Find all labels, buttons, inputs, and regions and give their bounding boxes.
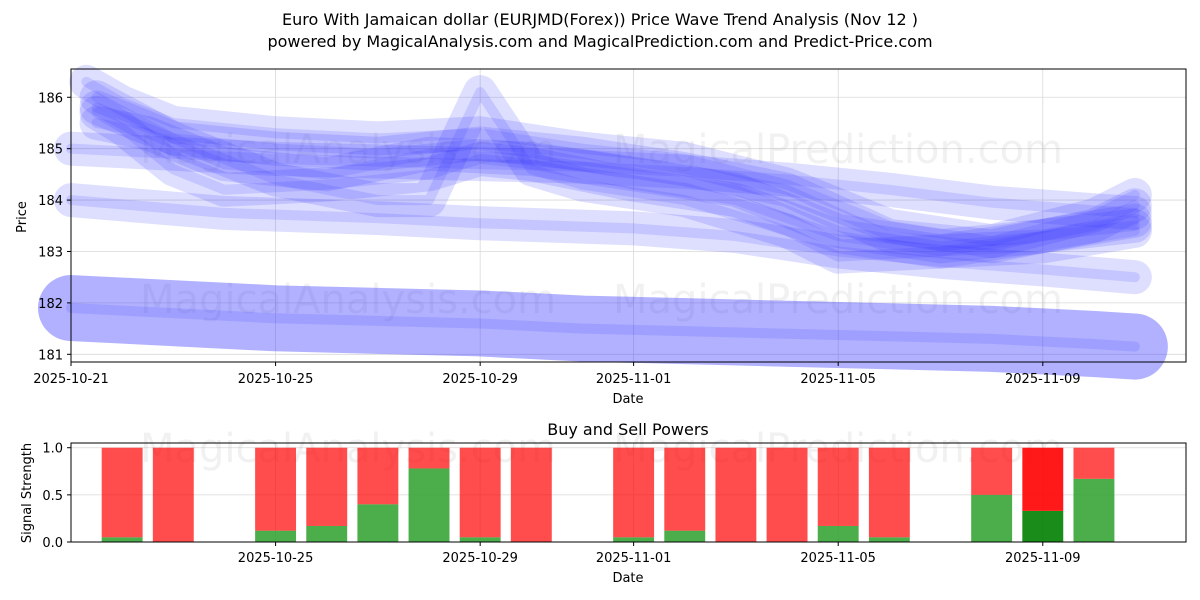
bottom-y-tick-label: 1.0 bbox=[42, 442, 63, 457]
sell-power-bar bbox=[817, 447, 859, 526]
bottom-x-tick-label: 2025-11-05 bbox=[800, 551, 876, 566]
sell-power-bar bbox=[255, 447, 297, 531]
watermark-analysis-mid: MagicalAnalysis.com bbox=[140, 277, 556, 323]
watermark-prediction-mid: MagicalPrediction.com bbox=[613, 277, 1063, 323]
watermark-analysis-top: MagicalAnalysis.com bbox=[140, 127, 556, 173]
buy-sell-bars bbox=[101, 447, 1115, 542]
sell-power-bar bbox=[1073, 447, 1115, 479]
sell-power-bar bbox=[408, 447, 450, 469]
wave-band-wave-g bbox=[38, 275, 1168, 380]
buy-power-bar bbox=[664, 530, 706, 542]
bottom-plot-frame bbox=[70, 442, 1187, 543]
buy-power-bar bbox=[817, 525, 859, 542]
top-plot-frame bbox=[70, 68, 1187, 363]
bottom-x-tick-label: 2025-11-01 bbox=[596, 551, 672, 566]
buy-power-bar bbox=[101, 537, 143, 542]
wave-core-wave-f bbox=[91, 87, 1140, 262]
wave-core-wave-a bbox=[66, 195, 1140, 283]
wave-band-wave-a bbox=[54, 183, 1152, 295]
wave-core-wave-c bbox=[91, 107, 1140, 257]
sell-power-bar bbox=[306, 447, 348, 526]
wave-band-wave-b bbox=[54, 131, 1152, 230]
bottom-y-axis-label: Signal Strength bbox=[20, 443, 35, 543]
wave-band-wave-c bbox=[79, 95, 1152, 269]
wave-band-wave-f bbox=[79, 75, 1152, 274]
chart-title-line1: Euro With Jamaican dollar (EURJMD(Forex)… bbox=[282, 10, 918, 29]
sell-power-bar bbox=[868, 447, 910, 538]
top-x-tick-label: 2025-10-29 bbox=[442, 372, 518, 387]
sell-power-bar bbox=[357, 447, 399, 505]
top-y-tick-label: 184 bbox=[38, 194, 63, 209]
bottom-y-axis-ticks: 0.0 0.5 1.0 bbox=[42, 442, 71, 551]
buy-power-bar bbox=[459, 537, 501, 542]
sell-power-bar bbox=[971, 447, 1013, 495]
chart-title-line2: powered by MagicalAnalysis.com and Magic… bbox=[267, 32, 932, 51]
buy-power-bar bbox=[868, 537, 910, 542]
sell-power-bar bbox=[101, 447, 143, 538]
top-gridlines bbox=[70, 69, 1186, 362]
sell-power-bar bbox=[664, 447, 706, 531]
sell-power-bar bbox=[459, 447, 501, 538]
top-y-tick-label: 182 bbox=[38, 297, 63, 312]
bottom-x-axis-label: Date bbox=[612, 571, 643, 586]
wave-core-wave-e bbox=[91, 117, 1140, 252]
top-y-tick-label: 185 bbox=[38, 143, 63, 158]
wave-core-wave-h bbox=[81, 76, 1140, 247]
buy-power-bar bbox=[306, 525, 348, 542]
price-wave-series bbox=[38, 64, 1168, 380]
sell-power-bar bbox=[152, 447, 194, 542]
top-y-axis-ticks: 181 182 183 184 185 186 bbox=[38, 91, 71, 363]
bottom-x-tick-label: 2025-10-29 bbox=[442, 551, 518, 566]
bottom-x-tick-label: 2025-11-09 bbox=[1005, 551, 1081, 566]
wave-core-wave-g bbox=[66, 303, 1140, 352]
buy-power-bar bbox=[255, 530, 297, 542]
buy-power-bar bbox=[357, 504, 399, 542]
buy-power-bar bbox=[408, 468, 450, 542]
top-y-axis-label: Price bbox=[15, 201, 30, 233]
buy-power-bar bbox=[613, 537, 655, 542]
sell-power-bar bbox=[766, 447, 808, 542]
wave-band-wave-d bbox=[79, 90, 1152, 264]
watermark-prediction-top: MagicalPrediction.com bbox=[613, 127, 1063, 173]
top-y-tick-label: 183 bbox=[38, 245, 63, 260]
top-y-tick-label: 181 bbox=[38, 348, 63, 363]
bottom-chart-title: Buy and Sell Powers bbox=[547, 420, 709, 439]
buy-sell-panel: Buy and Sell Powers MagicalAnalysis.com … bbox=[20, 420, 1187, 586]
sell-power-bar bbox=[613, 447, 655, 538]
sell-power-bar bbox=[510, 447, 552, 542]
bottom-x-axis-ticks: 2025-10-25 2025-10-29 2025-11-01 2025-11-05… bbox=[238, 542, 1081, 566]
buy-power-bar bbox=[1073, 478, 1115, 542]
wave-core-wave-b bbox=[66, 143, 1140, 218]
buy-power-bar bbox=[1022, 510, 1064, 542]
bottom-y-tick-label: 0.0 bbox=[42, 536, 63, 551]
top-x-tick-label: 2025-10-21 bbox=[33, 372, 109, 387]
top-x-tick-label: 2025-11-01 bbox=[596, 372, 672, 387]
top-x-tick-label: 2025-11-05 bbox=[800, 372, 876, 387]
buy-power-bar bbox=[971, 494, 1013, 542]
top-x-tick-label: 2025-11-09 bbox=[1005, 372, 1081, 387]
sell-power-bar bbox=[715, 447, 757, 542]
top-x-tick-label: 2025-10-25 bbox=[238, 372, 314, 387]
bottom-x-tick-label: 2025-10-25 bbox=[238, 551, 314, 566]
price-wave-panel: MagicalAnalysis.com MagicalPrediction.co… bbox=[15, 64, 1187, 407]
top-x-axis-label: Date bbox=[612, 392, 643, 407]
wave-band-wave-h bbox=[69, 64, 1152, 259]
wave-band-wave-e bbox=[79, 105, 1152, 264]
bottom-y-tick-label: 0.5 bbox=[42, 489, 63, 504]
top-y-tick-label: 186 bbox=[38, 91, 63, 106]
top-x-axis-ticks: 2025-10-21 2025-10-25 2025-10-29 2025-11-01… bbox=[33, 362, 1081, 387]
sell-power-bar bbox=[1022, 447, 1064, 511]
wave-core-wave-d bbox=[91, 102, 1140, 252]
